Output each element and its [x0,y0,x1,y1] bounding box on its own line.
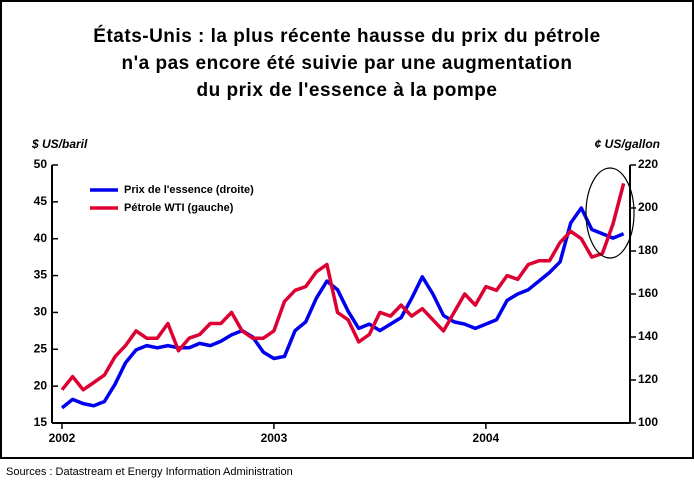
y2-tick-label: 180 [638,243,658,257]
y-axis-label: $ US/baril [31,137,88,151]
y2-tick-label: 220 [638,157,658,171]
x-tick-label: 2004 [473,431,500,445]
y-tick-label: 35 [34,268,48,282]
source: Sources : Datastream et Energy Informati… [6,466,293,478]
x-tick-label: 2003 [261,431,288,445]
x-tick-label: 2002 [49,431,76,445]
y2-tick-label: 120 [638,372,658,386]
y-tick-label: 40 [34,231,48,245]
frame [0,0,694,459]
legend-label: Prix de l'essence (droite) [124,184,254,196]
y-tick-label: 20 [34,378,48,392]
legend-label: Pétrole WTI (gauche) [124,202,234,214]
y-tick-label: 25 [34,341,48,355]
chart-title: États-Unis : la plus récente hausse du p… [93,25,600,47]
line-series [60,182,626,392]
y-tick-label: 50 [34,157,48,171]
y2-axis-label: ¢ US/gallon [595,137,660,151]
y2-tick-label: 160 [638,286,658,300]
chart-title: du prix de l'essence à la pompe [197,80,498,101]
y2-tick-label: 100 [638,415,658,429]
line-series [60,206,625,410]
y2-tick-label: 200 [638,200,658,214]
y-tick-label: 30 [34,305,48,319]
chart-title: n'a pas encore été suivie par une augmen… [122,53,573,74]
highlight-ellipse [585,167,635,259]
y-tick-label: 45 [34,194,48,208]
y-tick-label: 15 [34,415,48,429]
y2-tick-label: 140 [638,329,658,343]
